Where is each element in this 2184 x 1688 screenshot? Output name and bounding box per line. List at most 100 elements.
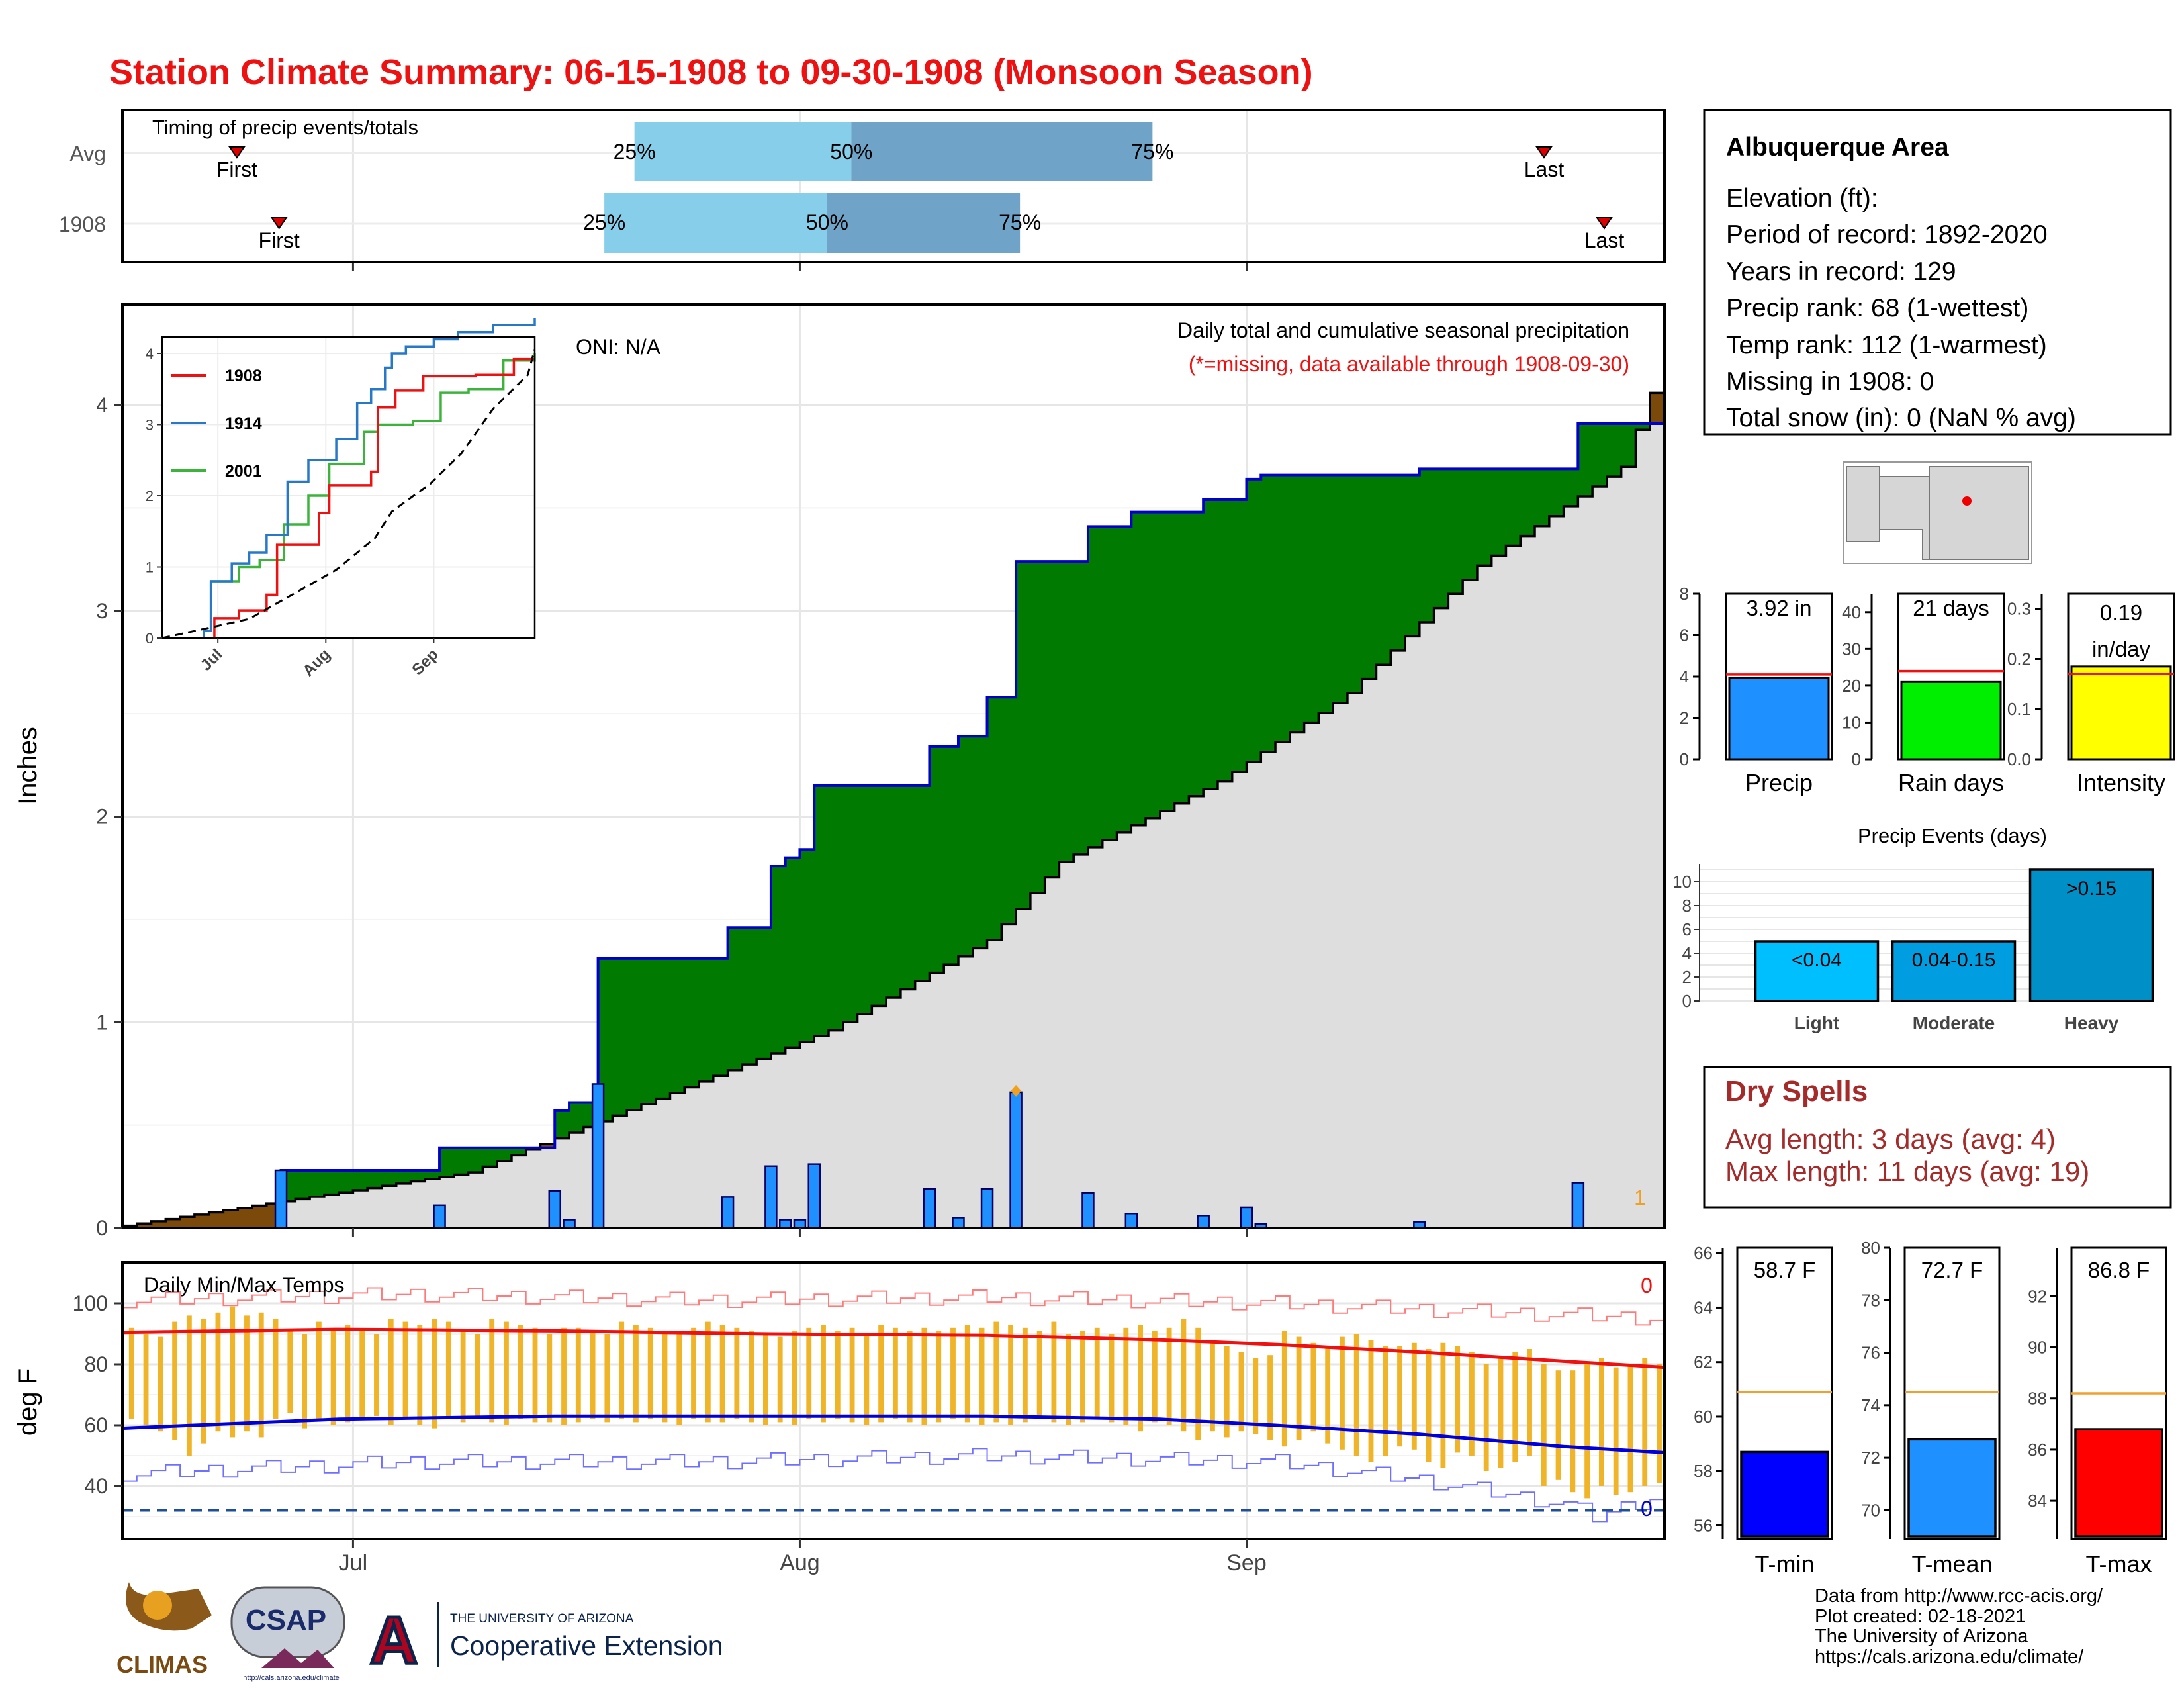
temp-summary-y-tick-label: 64 <box>1694 1297 1713 1317</box>
temp-summary-name: T-mean <box>1911 1550 1992 1577</box>
summary-y-tick-label: 6 <box>1680 626 1689 645</box>
summary-y-tick-label: 8 <box>1680 584 1689 604</box>
temps-count-top: 0 <box>1641 1274 1653 1297</box>
csap-logo: CSAP http://cals.arizona.edu/climate <box>230 1586 345 1682</box>
page-title: Station Climate Summary: 06-15-1908 to 0… <box>109 52 1313 92</box>
daily-temp-range-bar <box>1253 1358 1259 1434</box>
timing-row-label-avg: Avg <box>69 142 106 165</box>
daily-temp-range-bar <box>316 1321 322 1419</box>
daily-temp-range-bar <box>489 1319 495 1423</box>
oni-label: ONI: N/A <box>576 335 661 359</box>
inset-y-tick-label: 4 <box>146 346 154 362</box>
daily-precip-bar <box>1197 1215 1210 1229</box>
daily-temp-range-bar <box>432 1319 437 1429</box>
summary-bar-name: Rain days <box>1898 769 2004 796</box>
inset-average-line <box>161 349 536 639</box>
daily-precip-bar <box>1240 1206 1253 1229</box>
daily-temp-range-bar <box>215 1312 221 1432</box>
footer-credits: Data from http://www.rcc-acis.org/ Plot … <box>1815 1585 2103 1667</box>
daily-precip-bar <box>548 1190 562 1229</box>
temps-y-tick-label: 40 <box>84 1474 108 1498</box>
temps-count-bottom: 0 <box>1641 1497 1653 1521</box>
temp-summary-value <box>2074 1428 2163 1538</box>
summary-bar-intensity: 0.0 0.1 0.2 0.3 0.19 in/day Intensity <box>2007 592 2175 796</box>
info-temp-rank: Temp rank: 112 (1-warmest) <box>1726 331 2047 359</box>
temps-y-label: deg F <box>13 1368 42 1436</box>
seasonal-summary-bars: 0 2 4 6 8 3.92 in Precip 0 10 20 30 40 21 days Rain d… <box>1680 584 2175 796</box>
station-location-marker <box>1962 496 1972 506</box>
inset-legend-label: 1914 <box>225 414 262 433</box>
summary-y-tick-label: 30 <box>1842 639 1861 659</box>
ua-name: THE UNIVERSITY OF ARIZONA <box>450 1612 634 1626</box>
summary-y-tick-label: 2 <box>1680 708 1689 728</box>
daily-precip-bar <box>923 1188 936 1229</box>
daily-temp-range-bar <box>1613 1367 1619 1495</box>
timing-bar-second-half <box>851 122 1153 181</box>
daily-precip-bar <box>807 1163 821 1229</box>
timing-marker-label: Last <box>1524 158 1565 181</box>
inset-legend-label: 2001 <box>225 462 262 481</box>
temp-summary-y-tick-label: 56 <box>1694 1515 1713 1535</box>
daily-temp-range-bar <box>676 1331 682 1425</box>
daily-temp-range-bar <box>749 1331 754 1423</box>
daily-temp-range-bar <box>532 1327 538 1423</box>
daily-temp-range-bar <box>1483 1364 1489 1471</box>
average-cumulative-line <box>121 391 1664 1228</box>
daily-temp-range-bar <box>1109 1334 1115 1423</box>
daily-temp-range-bar <box>1138 1325 1143 1432</box>
precip-panel: 0 1 2 3 4 Inches ONI: N/A Daily total and cu… <box>13 303 1666 1240</box>
summary-y-tick-label: 0.1 <box>2007 699 2031 719</box>
daily-temp-range-bar <box>864 1334 870 1425</box>
temps-frame <box>121 1261 1666 1540</box>
events-title: Precip Events (days) <box>1858 824 2047 847</box>
average-cumulative-area <box>122 393 1664 1228</box>
daily-temp-range-bar <box>1166 1327 1172 1425</box>
daily-temp-range-bar <box>1238 1352 1244 1432</box>
daily-temp-range-bar <box>273 1319 279 1419</box>
daily-temp-range-bar <box>504 1321 509 1425</box>
daily-temp-range-bar <box>590 1331 596 1419</box>
timing-pct-label: 50% <box>806 211 848 234</box>
temp-summary-y-tick-label: 70 <box>1861 1500 1880 1520</box>
daily-temp-range-bar <box>417 1325 423 1425</box>
timing-pct-label: 25% <box>614 140 656 164</box>
daily-temp-range-bar <box>1657 1364 1662 1483</box>
daily-temp-range-bar <box>1555 1370 1561 1480</box>
precip-y-tick-label: 3 <box>96 599 108 623</box>
month-x-tick-label: Jul <box>339 1550 367 1575</box>
daily-temp-range-bar <box>575 1327 581 1423</box>
timing-bars: 25% 50% 75% First Last 25% 50% 75% First Last <box>216 122 1624 253</box>
daily-temp-range-bar <box>1512 1352 1518 1462</box>
daily-temp-range-bar <box>1296 1336 1302 1440</box>
summary-bar-rain-days: 0 10 20 30 40 21 days Rain days <box>1842 592 2005 796</box>
summary-bar-name: Precip <box>1745 769 1813 796</box>
daily-temp-range-bar <box>258 1312 264 1438</box>
summary-bar-precip: 0 2 4 6 8 3.92 in Precip <box>1680 584 1833 796</box>
daily-temp-range-bar <box>445 1321 451 1419</box>
daily-precip-bar <box>1009 1091 1023 1229</box>
missing-data-marker-icon <box>1011 1084 1022 1097</box>
daily-temp-range-bar <box>1426 1349 1432 1462</box>
daily-precip-bar <box>1081 1192 1095 1229</box>
daily-temp-range-bar <box>143 1334 149 1425</box>
temp-summary-value-label: 58.7 F <box>1754 1258 1816 1282</box>
daily-temp-range-bar <box>1310 1342 1316 1432</box>
month-x-tick-label: Sep <box>1226 1550 1267 1575</box>
info-snow: Total snow (in): 0 (NaN % avg) <box>1726 404 2076 432</box>
daily-temp-range-bar <box>1195 1327 1201 1440</box>
daily-temp-range-bar <box>964 1325 970 1423</box>
temp-summary-y-tick-label: 92 <box>2028 1286 2047 1306</box>
daily-temp-range-bar <box>892 1327 898 1419</box>
daily-temp-range-bars <box>128 1306 1662 1499</box>
credit-website: https://cals.arizona.edu/climate/ <box>1815 1646 2084 1667</box>
daily-temp-range-bar <box>1325 1346 1331 1444</box>
events-bar-label: 0.04-0.15 <box>1912 949 1996 971</box>
daily-precip-bar <box>764 1165 778 1229</box>
temp-summary-value-label: 86.8 F <box>2088 1258 2150 1282</box>
daily-temp-range-bar <box>993 1321 999 1423</box>
events-category-label: Light <box>1794 1013 1839 1033</box>
daily-temp-range-bar <box>1008 1325 1014 1425</box>
daily-temp-range-bar <box>907 1331 913 1423</box>
events-y-tick-label: 4 <box>1682 943 1692 963</box>
